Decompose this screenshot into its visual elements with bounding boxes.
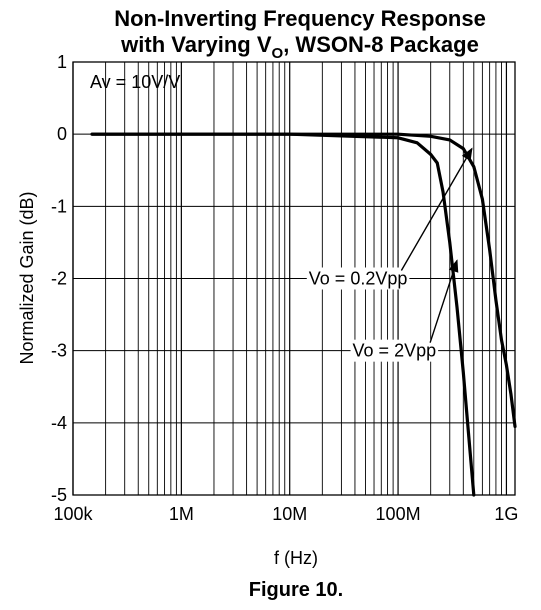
y-tick-label: 0 xyxy=(57,124,67,144)
x-axis-label: f (Hz) xyxy=(274,548,318,568)
y-tick-label: -4 xyxy=(51,413,67,433)
chart-title-line2: with Varying VO, WSON-8 Package xyxy=(120,32,479,62)
x-tick-label: 100M xyxy=(376,504,421,524)
y-tick-label: -1 xyxy=(51,196,67,216)
label-arrow xyxy=(400,147,473,271)
y-tick-label: 1 xyxy=(57,52,67,72)
plot-frame xyxy=(72,61,516,496)
title-line2-subscript: O xyxy=(272,45,284,62)
series-label-vo-2vpp: Vo = 2Vpp xyxy=(353,341,437,361)
y-tick-label: -2 xyxy=(51,269,67,289)
x-tick-label: 1G xyxy=(494,504,518,524)
data-series xyxy=(90,132,517,497)
label-background xyxy=(350,339,439,362)
x-tick-label: 1M xyxy=(169,504,194,524)
label-background xyxy=(306,267,410,290)
y-axis-label: Normalized Gain (dB) xyxy=(17,191,37,364)
x-tick-labels: 100k 1M 10M 100M 1G xyxy=(53,504,518,524)
y-tick-labels: 1 0 -1 -2 -3 -4 -5 xyxy=(51,52,67,505)
gain-annotation: Av = 10V/V xyxy=(90,72,180,92)
y-tick-label: -3 xyxy=(51,341,67,361)
series-line-vo-0p2vpp xyxy=(90,132,517,429)
title-line2-suffix: , WSON-8 Package xyxy=(283,32,479,57)
series-labels: Vo = 0.2Vpp Vo = 2Vpp xyxy=(306,147,473,362)
x-tick-label: 10M xyxy=(272,504,307,524)
label-arrow xyxy=(429,259,459,343)
plot-grid xyxy=(72,61,516,496)
title-line2-prefix: with Varying V xyxy=(120,32,272,57)
chart-title-line1: Non-Inverting Frequency Response xyxy=(114,6,486,31)
series-label-vo-0p2vpp: Vo = 0.2Vpp xyxy=(309,269,408,289)
y-tick-label: -5 xyxy=(51,485,67,505)
series-line-vo-2vpp xyxy=(90,132,476,497)
figure-caption: Figure 10. xyxy=(249,579,343,601)
x-tick-label: 100k xyxy=(53,504,93,524)
